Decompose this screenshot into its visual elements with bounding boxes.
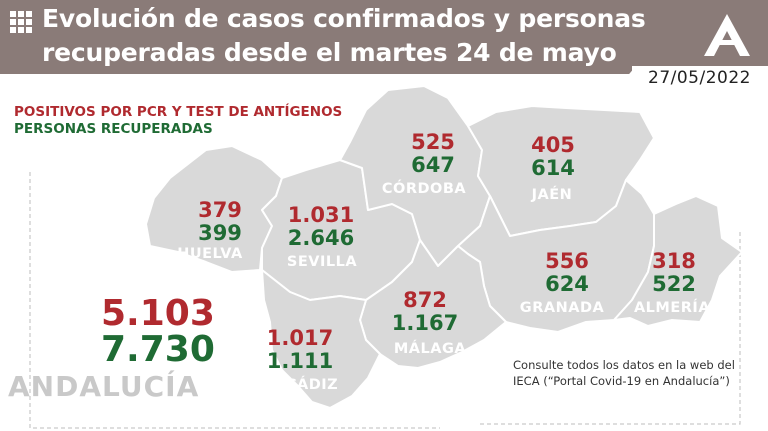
header-banner [0,0,768,74]
province-label-almeria: ALMERÍA [633,300,711,316]
date-tab [632,66,768,94]
map-province-cadiz [261,269,381,409]
huelva-positives: 379 [198,198,242,222]
sevilla-positives: 1.031 [287,203,355,227]
province-label-cordoba: CÓRDOBA [381,181,467,197]
page-title-line-1: Evolución de casos confirmados y persona… [42,4,646,33]
total-recovered: 7.730 [101,329,215,370]
source-note-line-2: IECA (“Portal Covid-19 en Andalucía”) [513,374,730,388]
map-province-almeria [613,195,743,327]
almeria-positives: 318 [652,249,696,273]
huelva-recovered: 399 [198,221,242,245]
region-label: ANDALUCÍA [8,370,200,403]
province-label-jaen: JAÉN [531,187,573,203]
granada-positives: 556 [545,249,589,273]
sevilla-recovered: 2.646 [287,226,355,250]
jaen-recovered: 614 [531,156,575,180]
malaga-recovered: 1.167 [391,311,459,335]
total-positives: 5.103 [101,293,215,334]
cadiz-recovered: 1.111 [266,349,334,373]
province-label-huelva: HUELVA [177,246,243,262]
report-date: 27/05/2022 [648,68,751,88]
source-note-line-1: Consulte todos los datos en la web del [513,358,735,372]
cordoba-recovered: 647 [411,153,455,177]
map-province-malaga [359,239,507,369]
province-label-sevilla: SEVILLA [286,254,358,270]
province-label-granada: GRANADA [519,300,605,316]
date-tab-corner [612,66,636,94]
granada-recovered: 624 [545,272,589,296]
legend-recovered: PERSONAS RECUPERADAS [14,121,213,137]
almeria-recovered: 522 [652,272,696,296]
legend-positives: POSITIVOS POR PCR Y TEST DE ANTÍGENOS [14,104,343,120]
page-title-line-2: recuperadas desde el martes 24 de mayo [42,38,617,67]
cordoba-positives: 525 [411,130,455,154]
grid-icon [10,11,32,33]
cadiz-positives: 1.017 [266,326,334,350]
province-label-cadiz: CÁDIZ [285,377,339,393]
jaen-positives: 405 [531,133,575,157]
province-label-malaga: MÁLAGA [393,341,467,357]
malaga-positives: 872 [403,288,447,312]
junta-andalucia-logo [704,14,750,56]
